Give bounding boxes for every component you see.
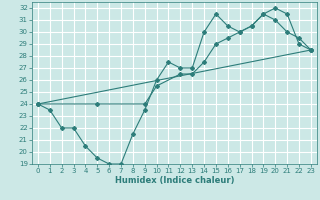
X-axis label: Humidex (Indice chaleur): Humidex (Indice chaleur) — [115, 176, 234, 185]
